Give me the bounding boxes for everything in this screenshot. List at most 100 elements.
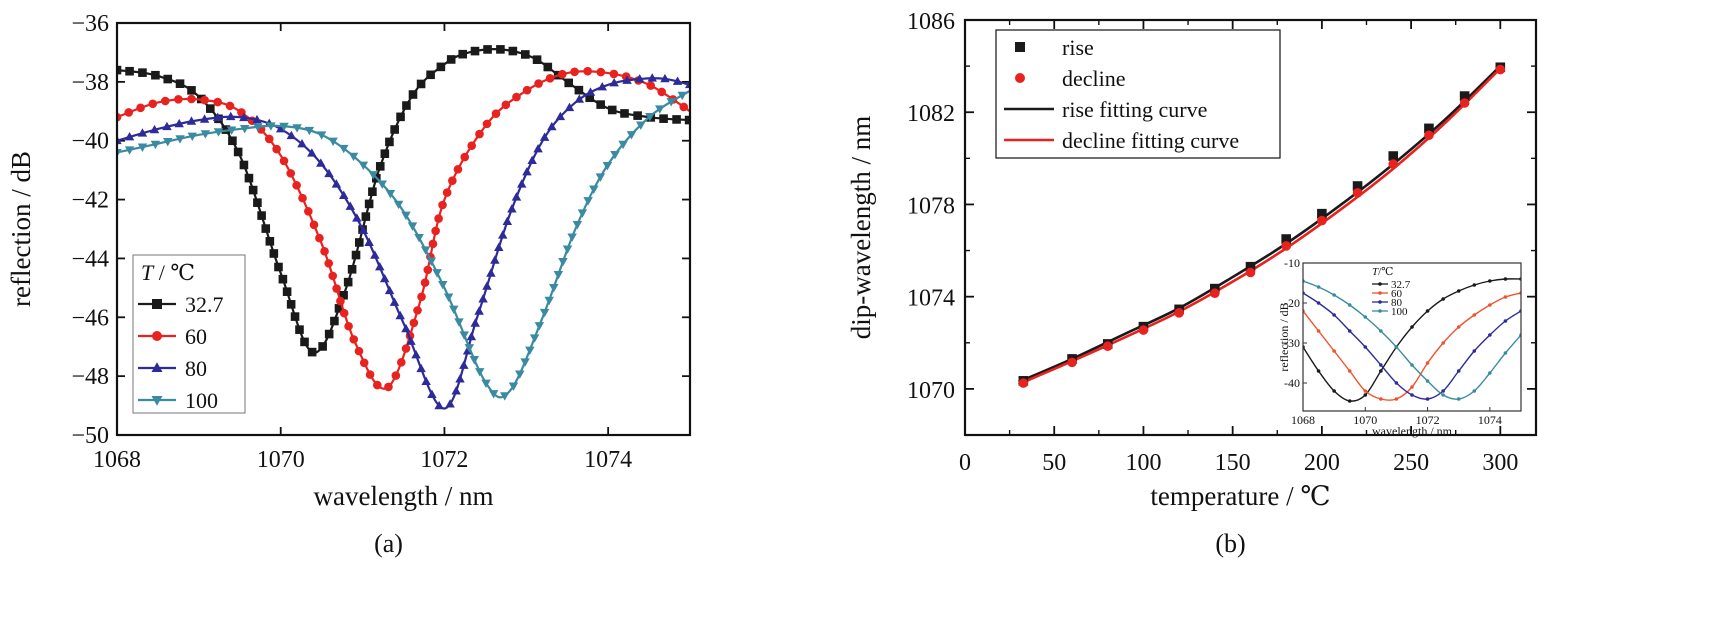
data-point-80: [401, 323, 411, 333]
data-point-60: [442, 188, 452, 197]
data-point-80: [486, 268, 496, 277]
data-point-80: [527, 155, 537, 165]
data-point-60: [448, 176, 457, 185]
inset-y-axis-label: reflection / dB: [1277, 302, 1291, 371]
data-point-80: [174, 118, 184, 128]
data-point-32.7: [585, 93, 594, 103]
inset-point-60: [1425, 361, 1430, 365]
data-point-32.7: [483, 45, 492, 54]
data-point-100: [562, 245, 573, 254]
inset-point-60: [1332, 349, 1336, 353]
data-point-80: [275, 123, 286, 133]
data-point-60: [475, 129, 484, 139]
data-point-100: [610, 150, 620, 160]
data-point-80: [226, 111, 236, 121]
x-tick-label: 150: [1215, 450, 1251, 476]
data-point-80: [364, 237, 374, 246]
y-tick-label: −38: [71, 70, 109, 96]
inset-point-60: [1456, 325, 1461, 329]
y-tick-label: −46: [71, 305, 109, 331]
data-point-rise: [1281, 234, 1291, 244]
data-point-60: [423, 265, 433, 275]
data-point-80: [137, 128, 148, 137]
data-point-80: [239, 112, 249, 122]
data-point-80: [421, 376, 431, 386]
data-point-80: [672, 76, 683, 85]
inset-legend-label: 100: [1391, 306, 1408, 318]
data-point-100: [213, 128, 224, 137]
data-point-100: [316, 131, 327, 140]
inset-point-100: [1347, 303, 1352, 307]
data-point-60: [304, 207, 313, 216]
data-point-60: [264, 134, 274, 144]
data-point-60: [501, 100, 511, 110]
data-point-60: [344, 321, 353, 331]
data-point-60: [428, 239, 438, 249]
data-point-100: [339, 144, 349, 154]
data-point-80: [427, 389, 437, 399]
data-point-rise: [1352, 181, 1363, 191]
data-point-32.7: [385, 137, 394, 147]
x-tick-label: 1072: [420, 447, 468, 473]
data-point-60: [409, 318, 419, 328]
data-point-32.7: [244, 173, 254, 183]
data-point-32.7: [286, 300, 296, 309]
data-point-60: [420, 278, 430, 287]
inset-point-80: [1441, 389, 1445, 393]
data-point-100: [393, 200, 404, 210]
data-point-80: [370, 250, 380, 259]
data-point-60: [512, 92, 521, 102]
legend-box: [132, 254, 246, 414]
data-point-60: [453, 165, 463, 174]
data-point-100: [368, 171, 378, 180]
x-tick-label: 300: [1482, 450, 1518, 476]
data-point-decline: [1459, 98, 1470, 108]
data-point-100: [328, 137, 338, 147]
data-point-60: [213, 97, 222, 107]
data-point-60: [434, 214, 443, 223]
data-point-60: [467, 141, 476, 150]
data-point-80: [474, 306, 484, 315]
data-point-32.7: [261, 224, 271, 233]
legend-marker: [1015, 42, 1025, 52]
inset-y-tick-label: -40: [1284, 376, 1300, 390]
inset-point-80: [1316, 301, 1321, 305]
inset-point-80: [1425, 397, 1430, 401]
data-point-32.7: [248, 185, 258, 195]
data-point-60: [309, 220, 319, 230]
data-point-100: [558, 258, 568, 267]
data-point-60: [328, 271, 338, 281]
y-tick-label: 1082: [907, 101, 955, 127]
data-point-100: [636, 121, 646, 130]
legend-label: rise: [1062, 35, 1094, 60]
legend-label: 32.7: [185, 292, 224, 317]
data-point-100: [539, 308, 550, 318]
data-point-100: [454, 318, 464, 327]
data-point-100: [459, 331, 469, 340]
data-point-32.7: [426, 70, 435, 80]
data-point-100: [464, 344, 475, 353]
data-point-80: [547, 121, 557, 131]
data-point-decline: [1245, 267, 1256, 278]
inset-point-80: [1394, 381, 1399, 385]
data-point-rise: [1245, 261, 1256, 272]
data-point-80: [307, 148, 317, 157]
data-point-decline: [1174, 308, 1184, 318]
data-point-32.7: [253, 198, 262, 207]
data-point-60: [431, 226, 440, 236]
inset-y-tick-label: -30: [1284, 336, 1300, 350]
data-point-32.7: [257, 211, 266, 220]
data-point-32.7: [375, 162, 385, 171]
data-point-60: [225, 101, 235, 111]
data-point-60: [558, 69, 567, 79]
inset-point-32.7: [1503, 277, 1508, 281]
inset-point-80: [1347, 329, 1352, 333]
data-point-80: [352, 213, 362, 222]
data-point-100: [426, 257, 437, 266]
inset-point-32.7: [1379, 369, 1383, 373]
data-point-80: [634, 74, 645, 83]
data-point-100: [577, 209, 588, 218]
x-tick-label: 50: [1042, 450, 1066, 476]
legend-label: 80: [185, 356, 207, 381]
